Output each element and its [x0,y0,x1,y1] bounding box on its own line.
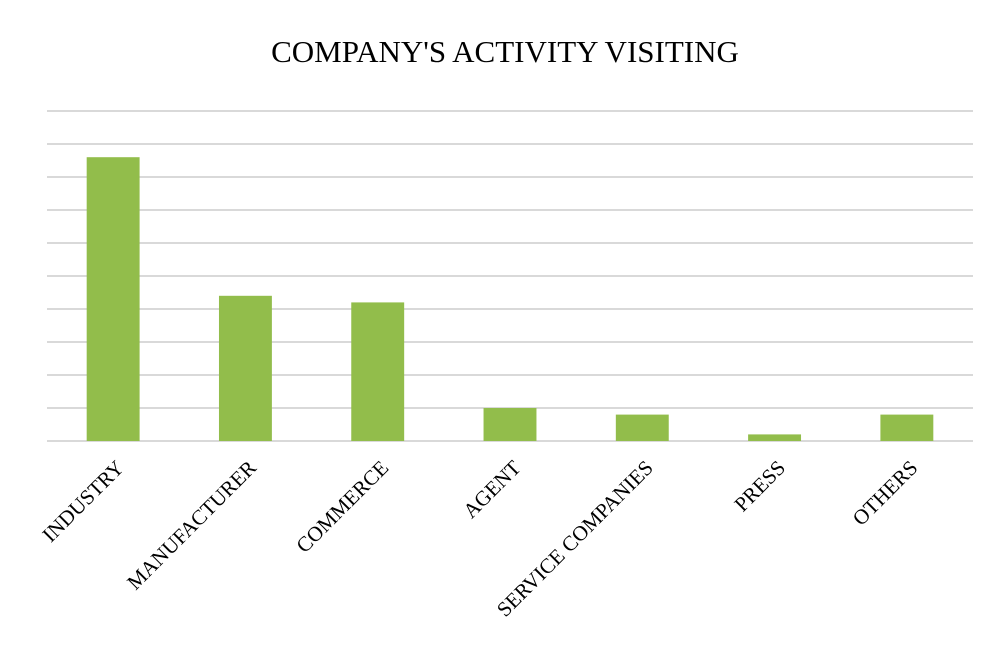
bar [351,302,405,441]
x-tick-label: AGENT [458,455,525,522]
bar [483,408,537,441]
x-tick-label: PRESS [729,456,790,517]
bar [880,414,934,441]
bar [748,434,802,441]
chart-title: COMPANY'S ACTIVITY VISITING [271,34,739,69]
bar [615,414,669,441]
bar [218,295,272,441]
x-tick-label: INDUSTRY [37,456,128,547]
x-tick-label: OTHERS [848,456,923,531]
x-tick-label: MANUFACTURER [122,456,261,595]
x-tick-label: COMMERCE [291,456,393,558]
bar [86,157,140,441]
